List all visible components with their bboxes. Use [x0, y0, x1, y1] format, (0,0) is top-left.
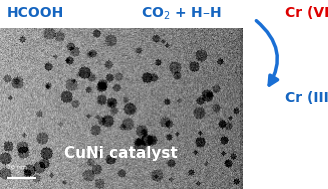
- Text: Cr (III): Cr (III): [285, 91, 328, 105]
- FancyArrowPatch shape: [25, 49, 174, 82]
- Text: Cr (VI): Cr (VI): [285, 6, 328, 20]
- Text: CO$_2$ + H–H: CO$_2$ + H–H: [141, 6, 222, 22]
- Text: HCOOH: HCOOH: [7, 6, 64, 20]
- FancyArrowPatch shape: [256, 21, 277, 85]
- Text: CuNi catalyst: CuNi catalyst: [65, 146, 178, 161]
- Text: 20 nm: 20 nm: [7, 165, 27, 170]
